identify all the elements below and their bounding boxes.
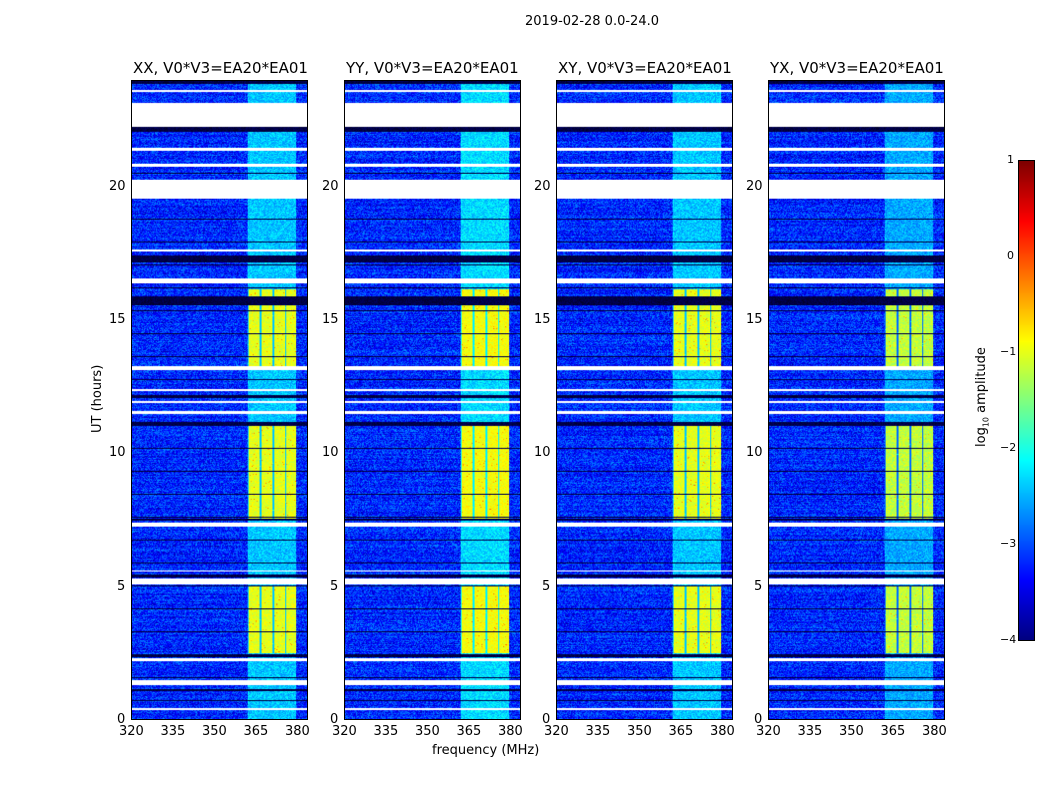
colorbar-tick-label: −4: [1000, 633, 1017, 646]
x-tick-label: 380: [921, 724, 947, 739]
y-tick-label: 20: [534, 178, 551, 194]
x-tick-label: 350: [201, 724, 227, 739]
y-tick-label: 5: [542, 578, 551, 594]
y-axis-label: UT (hours): [90, 364, 105, 433]
y-tick-label: 15: [109, 312, 126, 327]
panel-title: YY, V0*V3=EA20*EA01: [346, 59, 519, 77]
x-tick-label: 335: [373, 724, 399, 739]
y-tick-label: 5: [754, 578, 763, 594]
x-tick-label: 380: [497, 724, 523, 739]
x-tick-label: 365: [243, 724, 269, 739]
y-tick-label: 10: [534, 445, 551, 461]
colorbar: [1018, 160, 1035, 641]
x-tick-label: 350: [626, 724, 652, 739]
y-tick-label: 20: [746, 178, 763, 194]
y-tick-label: 20: [322, 178, 339, 194]
y-tick-label: 15: [322, 312, 339, 327]
x-tick-label: 365: [668, 724, 694, 739]
y-tick-label: 10: [322, 445, 339, 461]
x-tick-label: 350: [838, 724, 864, 739]
x-tick-label: 320: [332, 724, 357, 739]
x-tick-label: 335: [585, 724, 611, 739]
y-tick-label: 15: [534, 312, 551, 327]
x-tick-label: 335: [160, 724, 186, 739]
waterfall-panel: [131, 80, 308, 720]
x-tick-label: 350: [414, 724, 440, 739]
y-tick-label: 20: [109, 178, 126, 194]
panel-title: XX, V0*V3=EA20*EA01: [133, 59, 308, 77]
waterfall-panel: [344, 80, 521, 720]
y-tick-label: 0: [754, 712, 763, 727]
x-tick-label: 365: [880, 724, 906, 739]
colorbar-tick-label: −3: [1000, 537, 1017, 550]
x-tick-label: 320: [544, 724, 569, 739]
panel-title: YX, V0*V3=EA20*EA01: [770, 59, 944, 77]
y-tick-label: 0: [117, 712, 126, 727]
x-tick-label: 320: [119, 724, 144, 739]
x-tick-label: 320: [756, 724, 781, 739]
panel-title: XY, V0*V3=EA20*EA01: [558, 59, 732, 77]
x-tick-label: 380: [709, 724, 735, 739]
y-tick-label: 0: [542, 712, 551, 727]
colorbar-tick-label: −2: [1000, 441, 1017, 454]
y-tick-label: 0: [330, 712, 339, 727]
x-axis-label: frequency (MHz): [432, 743, 540, 758]
waterfall-panel: [556, 80, 733, 720]
x-tick-label: 335: [797, 724, 823, 739]
figure-suptitle: 2019-02-28 0.0-24.0: [525, 14, 659, 29]
y-tick-label: 10: [109, 445, 126, 461]
colorbar-label: log10 amplitude: [974, 347, 991, 447]
colorbar-tick-label: 1: [1007, 153, 1014, 166]
colorbar-tick-label: −1: [1000, 345, 1017, 358]
x-tick-label: 365: [456, 724, 482, 739]
colorbar-tick-label: 0: [1007, 249, 1014, 262]
waterfall-panel: [768, 80, 945, 720]
y-tick-label: 10: [746, 445, 763, 461]
y-tick-label: 15: [746, 312, 763, 327]
x-tick-label: 380: [284, 724, 310, 739]
y-tick-label: 5: [117, 578, 126, 594]
y-tick-label: 5: [330, 578, 339, 594]
